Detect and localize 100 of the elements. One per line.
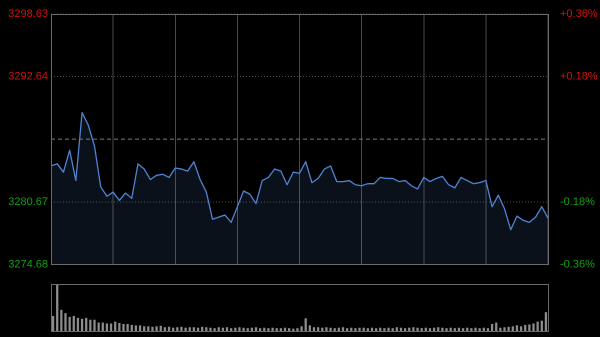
bar <box>540 320 543 331</box>
y-tick-label: 3298.63 <box>8 8 48 20</box>
bar <box>222 328 224 331</box>
bar <box>362 328 365 331</box>
bar <box>160 326 162 331</box>
bar <box>114 322 116 331</box>
bar <box>164 327 166 331</box>
bar <box>420 328 423 331</box>
bar <box>89 320 92 331</box>
bar <box>317 327 320 331</box>
bar <box>396 327 398 331</box>
bar <box>454 328 456 331</box>
bar <box>155 326 158 331</box>
bar <box>441 328 444 331</box>
bar <box>374 328 378 331</box>
y-tick-label: 3274.68 <box>8 258 48 270</box>
bar <box>184 328 187 331</box>
bar <box>536 322 539 331</box>
y2-tick-label: -0.18% <box>560 196 596 208</box>
bar <box>350 328 352 331</box>
y2-tick-label: +0.18% <box>560 70 598 83</box>
bar <box>392 328 394 331</box>
bar <box>85 318 88 331</box>
bar <box>259 328 262 331</box>
bar <box>242 328 245 331</box>
bar <box>312 327 316 331</box>
bar <box>250 328 254 331</box>
bar <box>205 327 208 331</box>
bar <box>486 328 490 331</box>
bar <box>102 322 104 331</box>
bar <box>346 328 348 331</box>
bar <box>267 328 270 331</box>
bar <box>366 328 369 331</box>
bar <box>271 328 274 331</box>
bar <box>188 327 191 331</box>
bar <box>329 328 332 331</box>
bar <box>466 328 468 331</box>
bar <box>495 322 498 331</box>
bar <box>226 327 228 331</box>
bar <box>387 328 390 331</box>
bar <box>503 327 506 331</box>
bar <box>450 328 452 331</box>
y2-tick-label: -0.36% <box>560 258 596 270</box>
y-tick-label: 3292.64 <box>8 70 48 83</box>
bar <box>424 328 427 331</box>
bar <box>338 328 340 331</box>
bar <box>130 324 133 331</box>
bar <box>400 328 402 331</box>
bar <box>462 328 464 331</box>
bar <box>280 328 282 331</box>
bar <box>97 322 100 331</box>
bar <box>512 326 514 331</box>
bar <box>192 327 196 331</box>
bar <box>325 327 328 331</box>
bar <box>238 327 241 331</box>
bar <box>470 328 473 331</box>
bar <box>437 327 440 331</box>
bar <box>201 326 204 331</box>
bar <box>288 328 290 331</box>
bar <box>458 328 460 331</box>
bar <box>408 328 410 331</box>
y-tick-label: 3280.67 <box>8 196 48 208</box>
bar <box>334 328 336 331</box>
bar <box>118 323 120 331</box>
bar <box>147 326 150 331</box>
bar <box>474 328 477 331</box>
bar <box>56 284 58 331</box>
bar <box>284 328 286 331</box>
bar <box>354 328 357 331</box>
bar <box>172 328 174 331</box>
bar <box>370 328 374 331</box>
bar <box>263 328 266 331</box>
bar <box>321 328 324 331</box>
bar <box>304 318 307 331</box>
bar <box>416 328 419 331</box>
bar <box>528 324 530 331</box>
bar <box>524 324 526 331</box>
bar <box>478 328 481 331</box>
bar <box>432 328 436 331</box>
bar <box>379 328 382 331</box>
bar <box>209 328 212 331</box>
bar <box>276 328 278 331</box>
bar <box>68 316 71 331</box>
y2-tick-label: +0.36% <box>560 8 598 20</box>
bar <box>72 316 75 331</box>
bar <box>445 328 448 331</box>
bar <box>383 328 386 331</box>
bar <box>482 328 485 331</box>
bar <box>296 328 299 331</box>
bar <box>342 327 344 331</box>
bar <box>358 328 361 331</box>
bar <box>246 328 249 331</box>
bar <box>218 327 220 331</box>
bar <box>126 324 129 331</box>
bar <box>234 328 236 331</box>
bar <box>176 327 178 331</box>
bar <box>230 328 232 331</box>
bar <box>254 327 258 331</box>
bar <box>143 326 146 331</box>
bar <box>508 326 510 331</box>
